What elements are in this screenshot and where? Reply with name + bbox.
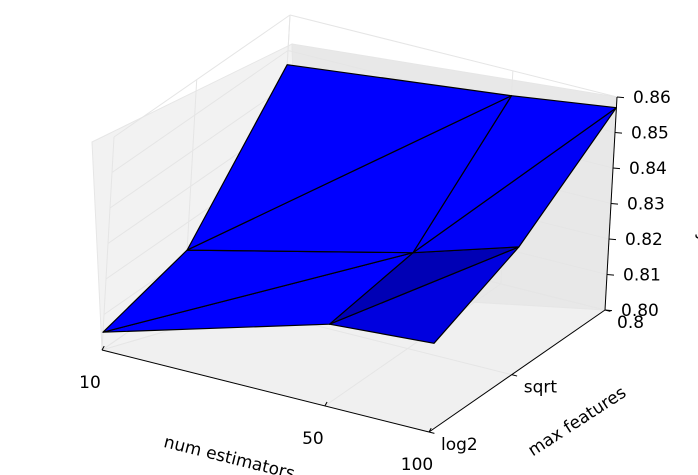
z-tick-label: 0.86 — [633, 88, 671, 108]
x-tick-mark — [428, 427, 432, 433]
y-tick-mark — [428, 431, 435, 434]
z-tick-mark — [606, 274, 615, 276]
y-axis-line — [428, 309, 606, 433]
x-tick-mark — [324, 401, 328, 407]
surface — [102, 64, 618, 344]
x-tick-label: 100 — [401, 455, 433, 475]
z-tick-mark — [608, 238, 617, 241]
x-tick-label: 10 — [79, 373, 101, 393]
z-tick-mark — [614, 132, 623, 134]
z-tick-label: 0.82 — [625, 230, 663, 250]
z-tick-mark — [610, 203, 619, 205]
grid-line — [109, 85, 287, 209]
z-tick-label: 0.84 — [629, 159, 667, 179]
z-axis-title: accuracy — [694, 166, 698, 243]
z-tick-label: 0.81 — [623, 266, 661, 286]
z-tick-mark — [612, 167, 621, 170]
y-tick-label: sqrt — [524, 378, 558, 398]
z-ticks: 0.80 0.81 0.82 0.83 0.84 0.85 0.86 — [604, 88, 671, 321]
x-ticks: 10 50 100 — [79, 345, 433, 475]
z-tick-label: 0.80 — [621, 301, 659, 321]
surface-facet — [186, 64, 513, 251]
grid-line — [289, 14, 618, 98]
y-tick-mark — [511, 374, 518, 377]
x-tick-mark — [101, 345, 105, 351]
grid-line — [324, 283, 502, 407]
x-axis-title: num estimators — [162, 432, 297, 475]
z-tick-label: 0.83 — [627, 195, 665, 215]
z-tick-mark — [616, 96, 625, 99]
grid-line — [111, 50, 289, 173]
y-tick-label: log2 — [441, 435, 478, 455]
grid-line — [101, 136, 115, 351]
y-tick-label: 0.8 — [617, 313, 644, 333]
z-tick-label: 0.85 — [631, 124, 669, 144]
y-ticks: log2 sqrt 0.8 — [428, 309, 644, 455]
z-tick-mark — [604, 309, 613, 312]
x-tick-label: 50 — [302, 429, 324, 449]
grid-line — [113, 14, 291, 138]
x-axis-line — [101, 349, 430, 433]
